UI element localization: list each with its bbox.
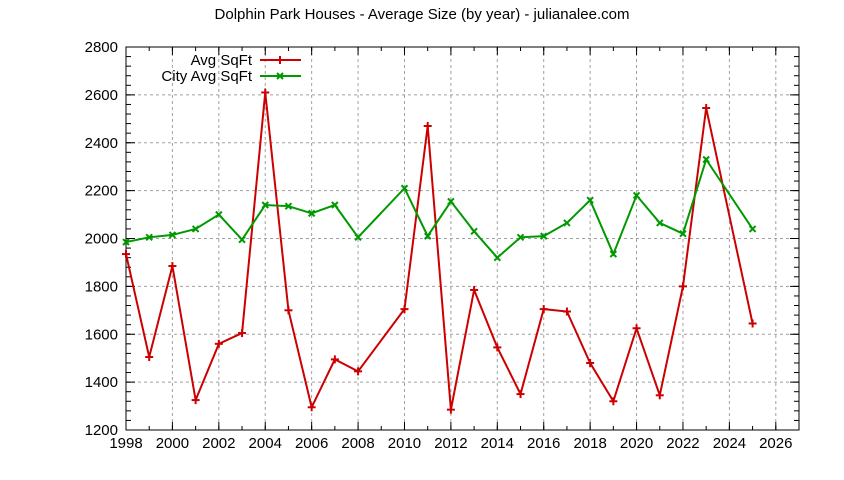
grid-lines [126,47,799,430]
y-tick-label: 1400 [85,374,118,391]
y-tick-label: 1800 [85,278,118,295]
y-axis-ticks: 1200 1400 1600 1800 2000 2200 2400 2600 2800 [85,39,118,439]
x-tick-label: 2022 [666,435,699,452]
x-tick-label: 2016 [527,435,560,452]
series-city-avg-sqft [122,155,757,262]
x-tick-label: 2004 [249,435,282,452]
y-tick-label: 2800 [85,39,118,56]
x-tick-label: 2008 [341,435,374,452]
series-line [125,157,754,260]
y-tick-label: 1600 [85,326,118,343]
x-tick-label: 2012 [434,435,467,452]
plot-border [125,46,800,431]
x-axis-ticks: 1998 2000 2002 2004 2006 2008 2010 2012 2014 2016… [109,435,792,452]
y-tick-label: 2000 [85,231,118,248]
legend-label: Avg SqFt [191,52,253,69]
y-tick-label: 2200 [85,183,118,200]
y-tick-label: 2400 [85,135,118,152]
x-tick-label: 2010 [388,435,421,452]
x-tick-label: 2026 [759,435,792,452]
legend-label: City Avg SqFt [161,68,252,85]
x-tick-label: 2002 [202,435,235,452]
y-tick-label: 1200 [85,422,118,439]
x-tick-label: 2000 [156,435,189,452]
data-series [122,88,757,414]
x-tick-label: 2020 [620,435,653,452]
y-tick-label: 2600 [85,87,118,104]
x-tick-label: 2006 [295,435,328,452]
series-avg-sqft [122,88,757,414]
x-tick-label: 1998 [109,435,142,452]
x-tick-label: 2014 [481,435,514,452]
x-tick-label: 2024 [713,435,746,452]
series-line [125,92,754,411]
chart-title: Dolphin Park Houses - Average Size (by y… [215,6,630,23]
x-tick-label: 2018 [573,435,606,452]
axes [125,46,800,431]
